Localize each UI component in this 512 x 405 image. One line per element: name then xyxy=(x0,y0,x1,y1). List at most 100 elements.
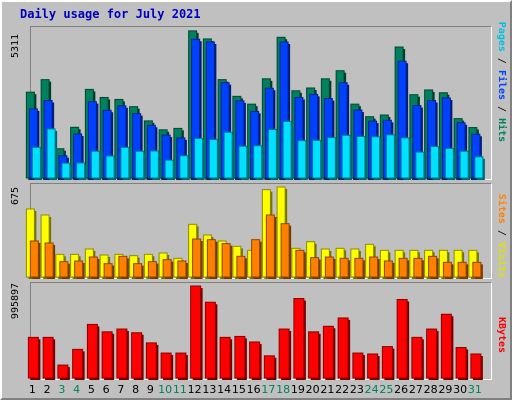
x-tick-label: 6 xyxy=(102,383,110,396)
x-tick-label: 29 xyxy=(438,383,453,396)
bar-sites-18 xyxy=(280,223,292,279)
bar-sites-24 xyxy=(369,256,380,279)
bar-sites-11 xyxy=(177,260,188,279)
bar-kbytes-6 xyxy=(101,331,115,380)
bar-pages-18 xyxy=(282,120,294,180)
chart-title: Daily usage for July 2021 xyxy=(20,7,201,21)
bar-sites-30 xyxy=(457,261,469,279)
bar-sites-14 xyxy=(221,243,233,279)
bar-kbytes-7 xyxy=(116,328,129,380)
x-tick-label: 21 xyxy=(320,383,335,396)
bar-sites-16 xyxy=(251,239,262,279)
bar-pages-23 xyxy=(356,135,367,180)
bar-pages-20 xyxy=(312,139,323,180)
bar-pages-6 xyxy=(105,155,117,180)
bar-pages-21 xyxy=(326,137,338,180)
x-tick-label: 22 xyxy=(335,383,350,396)
bar-kbytes-12 xyxy=(190,285,203,380)
bar-sites-20 xyxy=(310,257,321,279)
bar-pages-16 xyxy=(253,145,264,180)
bar-kbytes-21 xyxy=(322,325,336,380)
bar-sites-8 xyxy=(133,263,144,279)
bar-kbytes-2 xyxy=(42,336,56,380)
x-tick-label: 8 xyxy=(132,383,140,396)
x-tick-label: 4 xyxy=(73,383,81,396)
x-tick-label: 16 xyxy=(246,383,261,396)
bar-kbytes-8 xyxy=(131,332,144,380)
bar-sites-31 xyxy=(472,261,483,279)
x-tick-label: 18 xyxy=(276,383,291,396)
bar-sites-4 xyxy=(74,260,85,279)
bar-kbytes-18 xyxy=(278,328,292,380)
bar-kbytes-1 xyxy=(27,336,41,380)
bar-sites-25 xyxy=(383,260,395,279)
bar-kbytes-24 xyxy=(367,353,380,380)
bar-sites-7 xyxy=(118,255,129,279)
bar-kbytes-31 xyxy=(470,353,483,380)
bar-pages-4 xyxy=(76,162,87,180)
bar-sites-10 xyxy=(162,259,174,279)
bar-kbytes-25 xyxy=(381,346,395,380)
bar-kbytes-5 xyxy=(86,323,100,380)
bar-pages-2 xyxy=(46,128,58,180)
bar-sites-12 xyxy=(192,238,203,279)
bar-sites-13 xyxy=(206,239,218,279)
bar-pages-9 xyxy=(149,150,161,180)
bar-kbytes-26 xyxy=(396,298,410,380)
bar-pages-19 xyxy=(297,140,308,180)
bar-pages-22 xyxy=(341,134,353,180)
bar-kbytes-22 xyxy=(337,317,351,380)
x-tick-label: 1 xyxy=(28,383,36,396)
bar-kbytes-13 xyxy=(204,301,218,380)
bar-sites-6 xyxy=(103,263,115,279)
bar-kbytes-14 xyxy=(219,336,233,380)
bar-pages-5 xyxy=(90,150,102,180)
bar-sites-21 xyxy=(324,256,336,279)
x-tick-label: 10 xyxy=(158,383,173,396)
bar-pages-11 xyxy=(179,155,190,180)
bar-sites-19 xyxy=(295,249,306,279)
bar-kbytes-3 xyxy=(57,364,70,380)
bar-pages-13 xyxy=(208,139,220,180)
bar-pages-29 xyxy=(444,147,456,180)
x-tick-label: 19 xyxy=(290,383,305,396)
bar-sites-17 xyxy=(265,214,277,279)
bar-kbytes-23 xyxy=(352,352,365,380)
bar-pages-8 xyxy=(135,150,146,180)
x-tick-label: 7 xyxy=(117,383,125,396)
bar-sites-3 xyxy=(59,261,70,279)
bar-sites-26 xyxy=(398,257,410,279)
x-tick-label: 15 xyxy=(231,383,246,396)
bar-sites-2 xyxy=(44,242,56,279)
bar-kbytes-4 xyxy=(72,348,85,380)
bar-kbytes-9 xyxy=(145,342,159,380)
bar-kbytes-19 xyxy=(293,298,306,380)
bar-pages-15 xyxy=(238,145,249,180)
bar-sites-1 xyxy=(29,240,41,279)
bar-sites-27 xyxy=(413,257,424,279)
x-tick-label: 14 xyxy=(217,383,232,396)
x-tick-label: 17 xyxy=(261,383,276,396)
bar-pages-3 xyxy=(61,162,72,180)
x-tick-label: 30 xyxy=(453,383,468,396)
bar-kbytes-27 xyxy=(411,336,424,380)
bar-pages-12 xyxy=(194,137,205,180)
bar-pages-24 xyxy=(371,136,382,180)
x-tick-label: 13 xyxy=(202,383,217,396)
bar-pages-10 xyxy=(164,159,176,180)
bar-pages-30 xyxy=(459,150,471,180)
bar-sites-9 xyxy=(147,261,159,279)
bar-kbytes-30 xyxy=(455,347,469,380)
x-tick-label: 3 xyxy=(58,383,66,396)
bar-pages-27 xyxy=(415,151,426,180)
bar-pages-14 xyxy=(223,131,235,180)
bar-kbytes-20 xyxy=(308,331,321,380)
bar-pages-7 xyxy=(120,146,131,180)
x-tick-label: 9 xyxy=(146,383,154,396)
x-tick-label: 11 xyxy=(172,383,187,396)
bar-kbytes-16 xyxy=(249,341,262,380)
bar-kbytes-10 xyxy=(160,352,174,380)
bar-sites-23 xyxy=(354,257,365,279)
